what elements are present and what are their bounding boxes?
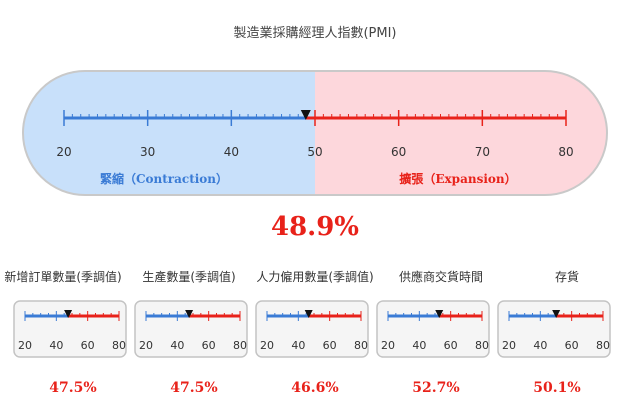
sub-value-marker xyxy=(435,310,444,318)
main-gauge-title: 製造業採購經理人指數(PMI) xyxy=(233,26,397,41)
sub-value-marker xyxy=(64,310,73,318)
sub-tick-label: 80 xyxy=(233,339,247,352)
sub-tick-label: 40 xyxy=(412,339,426,352)
sub-tick-label: 80 xyxy=(112,339,126,352)
sub-tick-label: 20 xyxy=(139,339,153,352)
sub-tick-label: 60 xyxy=(565,339,579,352)
main-gauge-value: 48.9% xyxy=(270,212,360,242)
sub-tick-label: 40 xyxy=(170,339,184,352)
sub-tick-label: 20 xyxy=(502,339,516,352)
contraction-zone-background xyxy=(23,71,315,195)
sub-value-marker xyxy=(304,310,313,318)
sub-tick-label: 60 xyxy=(444,339,458,352)
sub-gauge-supplier-delivery: 20 40 60 80 xyxy=(376,300,490,358)
sub-tick-label: 20 xyxy=(381,339,395,352)
sub-gauge-title-supplier-delivery: 供應商交貨時間 xyxy=(398,270,483,284)
sub-tick-label: 20 xyxy=(18,339,32,352)
main-tick-label: 30 xyxy=(140,145,155,159)
sub-tick-label: 40 xyxy=(533,339,547,352)
sub-gauge-title-production: 生產數量(季調值) xyxy=(142,270,236,284)
sub-tick-label: 60 xyxy=(202,339,216,352)
sub-tick-label: 60 xyxy=(323,339,337,352)
sub-gauge-title-employment: 人力僱用數量(季調值) xyxy=(256,270,374,284)
sub-gauge-title-inventory: 存貨 xyxy=(554,270,579,284)
sub-tick-label: 80 xyxy=(596,339,610,352)
sub-gauge-inventory: 20 40 60 80 xyxy=(497,300,611,358)
main-tick-label: 70 xyxy=(475,145,490,159)
sub-tick-label: 60 xyxy=(81,339,95,352)
sub-gauge-value-employment: 46.6% xyxy=(291,380,339,396)
sub-tick-label: 20 xyxy=(260,339,274,352)
main-tick-label: 40 xyxy=(224,145,239,159)
main-tick-label: 50 xyxy=(307,145,322,159)
main-tick-label: 20 xyxy=(56,145,71,159)
main-tick-label: 60 xyxy=(391,145,406,159)
main-pmi-gauge: 20 30 40 50 60 70 80 緊縮（Contraction） 擴張（Expans… xyxy=(22,70,608,196)
sub-gauge-title-new-orders: 新增訂單數量(季調值) xyxy=(4,270,122,284)
sub-value-marker xyxy=(552,310,561,318)
contraction-zone-label: 緊縮（Contraction） xyxy=(100,171,228,186)
main-tick-label: 80 xyxy=(558,145,573,159)
sub-gauge-value-production: 47.5% xyxy=(170,380,218,396)
expansion-zone-background xyxy=(315,71,607,195)
gauge-frame xyxy=(22,70,608,196)
sub-tick-label: 40 xyxy=(291,339,305,352)
sub-gauge-value-supplier-delivery: 52.7% xyxy=(412,380,460,396)
sub-value-marker xyxy=(185,310,194,318)
sub-gauge-value-new-orders: 47.5% xyxy=(49,380,97,396)
sub-gauge-production: 20 40 60 80 xyxy=(134,300,248,358)
sub-gauge-new-orders: 20 40 60 80 xyxy=(13,300,127,358)
sub-gauge-employment: 20 40 60 80 xyxy=(255,300,369,358)
sub-tick-label: 80 xyxy=(354,339,368,352)
expansion-zone-label: 擴張（Expansion） xyxy=(399,171,516,186)
main-value-marker xyxy=(300,110,311,120)
sub-gauge-value-inventory: 50.1% xyxy=(533,380,581,396)
sub-tick-label: 80 xyxy=(475,339,489,352)
sub-tick-label: 40 xyxy=(49,339,63,352)
